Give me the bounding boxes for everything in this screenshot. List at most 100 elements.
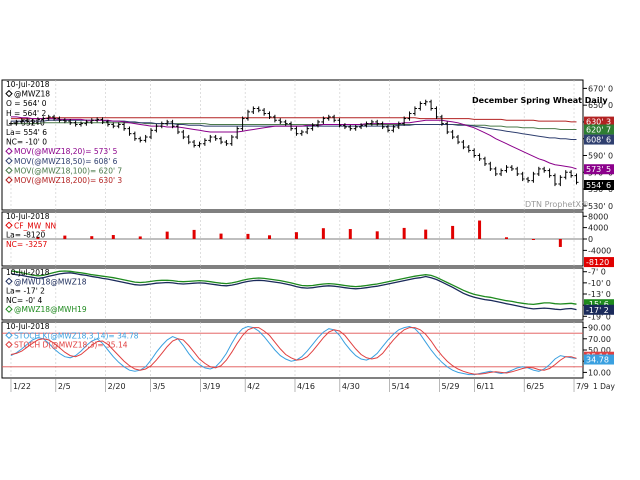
y-tick-label: 70.00 xyxy=(588,335,611,344)
x-tick-label: 2/20 xyxy=(108,382,126,391)
legend-marker-icon xyxy=(5,331,13,340)
legend-entry: @MWZ18 xyxy=(14,90,50,99)
watermark: DTN ProphetX® xyxy=(525,200,589,209)
price-tag-label: -15' 6 xyxy=(586,300,609,309)
price-tag xyxy=(584,164,614,175)
price-tag xyxy=(584,134,614,145)
stoch-line-1 xyxy=(10,325,577,376)
legend-entry: STOCH D(@MWZ18,3)= 35.14 xyxy=(14,341,128,350)
legend-marker-icon xyxy=(5,166,13,175)
legend-entry: STOCH K(@MWZ18,3,14)= 34.78 xyxy=(14,331,139,340)
price-tag-label: -8120 xyxy=(586,258,609,267)
legend-marker-icon xyxy=(5,89,13,98)
net-change-bar xyxy=(478,220,482,239)
y-tick-label: 50.00 xyxy=(588,346,611,355)
price-tag xyxy=(584,124,614,135)
net-change-bar xyxy=(375,231,379,239)
legend-entry: H = 564' 2 xyxy=(6,109,46,118)
legend-entry: La= -8120 xyxy=(6,231,45,240)
legend-entry: O = 564' 0 xyxy=(6,99,47,108)
net-change-bar xyxy=(558,239,562,247)
price-tag-label: -17' 2 xyxy=(586,306,609,315)
legend-entry: 10-Jul-2018 xyxy=(6,80,50,89)
legend-entry: MOV(@MWZ18,50)= 608' 6 xyxy=(14,157,118,166)
y-tick-label: -7' 0 xyxy=(588,268,606,277)
spread-line-1 xyxy=(10,272,577,311)
legend-entry: MOV(@MWZ18,20)= 573' 5 xyxy=(14,147,118,156)
y-tick-label: -19' 0 xyxy=(588,312,611,321)
price-tag-label: 620' 7 xyxy=(586,125,611,134)
legend-marker-icon xyxy=(5,340,13,349)
net-change-bar xyxy=(348,229,352,239)
legend-entry: NC= -0' 4 xyxy=(6,296,42,305)
x-tick-label: 2/5 xyxy=(58,382,71,391)
y-tick-label: 0 xyxy=(588,235,593,244)
y-tick-label: 590' 0 xyxy=(588,151,613,160)
legend-marker-icon xyxy=(5,176,13,184)
legend-entry: 10-Jul-2018 xyxy=(6,268,50,277)
net-change-bar xyxy=(531,239,535,240)
price-tag xyxy=(584,116,614,127)
net-change-bar xyxy=(268,235,272,239)
x-tick-label: 5/14 xyxy=(392,382,410,391)
y-tick-label: 530' 0 xyxy=(588,202,613,211)
x-tick-label: 6/11 xyxy=(476,382,494,391)
net-change-bar xyxy=(138,236,142,239)
y-tick-label: 8000 xyxy=(588,212,608,221)
legend-entry: @MWZ18@MWH19 xyxy=(14,305,87,314)
chart-title: December Spring Wheat Daily xyxy=(472,96,608,105)
net-change-bar xyxy=(219,233,223,239)
legend-entry: @MWU18@MWZ18 xyxy=(14,277,87,286)
legend-entry: NC= -10' 0 xyxy=(6,138,47,147)
net-change-bar xyxy=(321,228,325,239)
ma100-line xyxy=(11,122,577,130)
legend-entry: 10-Jul-2018 xyxy=(6,212,50,221)
legend-entry: La= 554' 6 xyxy=(6,128,47,137)
net-change-bar xyxy=(402,227,406,239)
price-tag-label: 554' 6 xyxy=(586,181,611,190)
x-tick-label: 4/30 xyxy=(342,382,360,391)
legend-entry: MOV(@MWZ18,100)= 620' 7 xyxy=(14,166,122,175)
y-tick-label: -4000 xyxy=(588,246,611,255)
net-change-bar xyxy=(246,233,250,239)
panel-frame-1 xyxy=(1,79,584,211)
legend-marker-icon xyxy=(5,305,13,313)
net-change-bar xyxy=(111,235,115,239)
legend-entry: NC= -3257 xyxy=(6,240,48,249)
y-tick-label: -10' 0 xyxy=(588,279,611,288)
price-tag-label: 573' 5 xyxy=(586,165,611,174)
x-tick-label: 3/19 xyxy=(202,382,220,391)
price-tag xyxy=(584,304,614,315)
price-tag xyxy=(584,354,614,365)
price-tag xyxy=(584,180,614,191)
legend-marker-icon xyxy=(5,147,13,155)
price-tag-label: 630' 3 xyxy=(586,118,611,127)
price-tag-label: 608' 6 xyxy=(586,136,611,145)
net-change-bar xyxy=(424,229,428,239)
legend-entry: L = 552' 0 xyxy=(6,118,45,127)
x-tick-label: 3/5 xyxy=(152,382,165,391)
x-tick-label: 1/22 xyxy=(13,382,31,391)
y-tick-label: 4000 xyxy=(588,224,608,233)
net-change-bar xyxy=(165,231,169,239)
net-change-bar xyxy=(63,235,67,239)
y-tick-label: 670' 0 xyxy=(588,84,613,93)
net-change-bar xyxy=(192,229,196,239)
x-tick-label: 4/16 xyxy=(297,382,315,391)
x-tick-label: 7/9 xyxy=(576,382,589,391)
price-tag xyxy=(584,299,614,310)
legend-entry: CF_MW_NN xyxy=(14,221,56,230)
ma20-line xyxy=(11,116,577,170)
ma200-line xyxy=(11,117,577,123)
net-change-bar xyxy=(294,232,298,239)
net-change-bar xyxy=(90,236,94,239)
stoch-line-2 xyxy=(10,327,577,375)
y-tick-label: 650' 0 xyxy=(588,101,613,110)
legend-entry: 10-Jul-2018 xyxy=(6,322,50,331)
legend-entry: La= -17' 2 xyxy=(6,287,45,296)
net-change-bar xyxy=(36,237,40,239)
period-label: 1 Day xyxy=(593,382,616,391)
legend-marker-icon xyxy=(5,277,13,286)
legend-marker-icon xyxy=(5,221,13,230)
